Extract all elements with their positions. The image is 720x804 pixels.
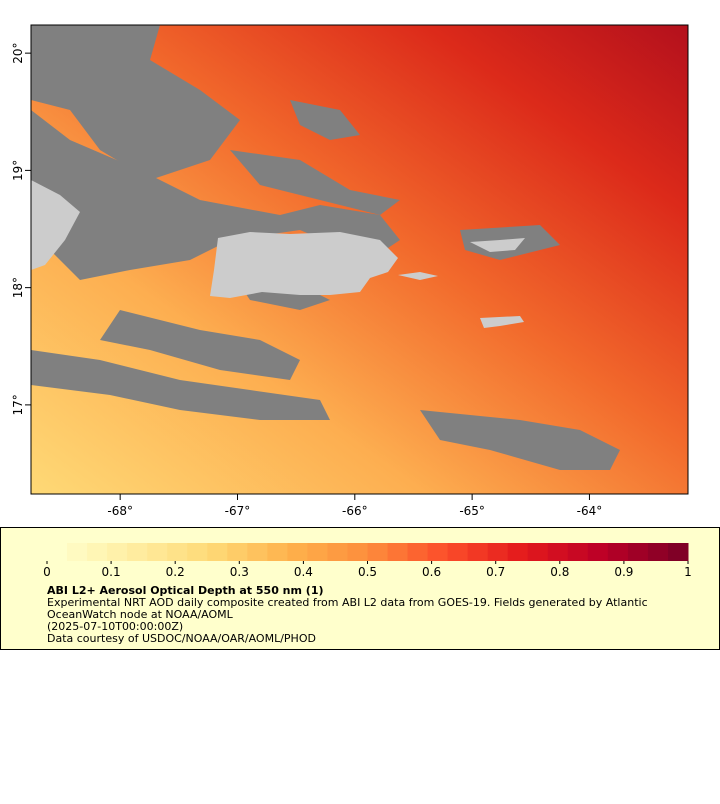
colorbar-tick-label: 1 <box>684 565 692 579</box>
colorbar-swatch <box>387 543 409 561</box>
colorbar-tick-label: 0.3 <box>230 565 249 579</box>
colorbar-swatch <box>167 543 188 561</box>
colorbar-swatch <box>187 543 208 561</box>
colorbar-swatch <box>447 543 469 561</box>
colorbar-swatch <box>467 543 489 561</box>
y-tick-label: 17° <box>11 394 25 415</box>
colorbar-swatch <box>667 543 689 561</box>
map-frame <box>30 24 689 495</box>
colorbar-swatch <box>487 543 509 561</box>
legend-line: OceanWatch node at NOAA/AOML <box>47 608 234 621</box>
colorbar-swatch <box>47 543 68 561</box>
colorbar-swatch <box>647 543 669 561</box>
colorbar-swatch <box>427 543 449 561</box>
colorbar-swatch <box>207 543 228 561</box>
colorbar-swatch <box>287 543 308 561</box>
colorbar-swatch <box>307 543 328 561</box>
colorbar-tick-label: 0.6 <box>422 565 441 579</box>
x-tick-label: -66° <box>342 504 368 518</box>
colorbar-swatch <box>587 543 609 561</box>
x-tick-label: -64° <box>577 504 603 518</box>
colorbar-tick-label: 0.8 <box>550 565 569 579</box>
colorbar-swatch <box>247 543 268 561</box>
colorbar-swatch <box>107 543 128 561</box>
colorbar-swatch <box>67 543 88 561</box>
colorbar-tick-label: 0.5 <box>358 565 377 579</box>
colorbar-swatch <box>507 543 529 561</box>
colorbar-swatch <box>407 543 429 561</box>
colorbar-swatch <box>327 543 348 561</box>
legend-line: (2025-07-10T00:00:00Z) <box>47 620 183 633</box>
map-raster <box>31 25 688 494</box>
colorbar-swatch <box>527 543 549 561</box>
colorbar-swatch <box>127 543 148 561</box>
y-tick-label: 19° <box>11 160 25 181</box>
colorbar: 0 0.1 0.2 0.3 0.4 0.5 0.6 0.7 0.8 0.9 1 <box>43 543 692 579</box>
legend-title: ABI L2+ Aerosol Optical Depth at 550 nm … <box>47 584 324 597</box>
colorbar-tick-label: 0.4 <box>294 565 313 579</box>
y-tick-label: 18° <box>11 277 25 298</box>
colorbar-swatch <box>267 543 288 561</box>
legend-line: Data courtesy of USDOC/NOAA/OAR/AOML/PHO… <box>47 632 316 645</box>
colorbar-swatch <box>367 543 389 561</box>
colorbar-tick-label: 0.1 <box>102 565 121 579</box>
x-tick-label: -67° <box>225 504 251 518</box>
legend-line: Experimental NRT AOD daily composite cre… <box>47 596 648 609</box>
colorbar-tick-label: 0.2 <box>166 565 185 579</box>
colorbar-tick-label: 0 <box>43 565 51 579</box>
colorbar-swatch <box>227 543 248 561</box>
colorbar-swatch <box>547 543 569 561</box>
x-tick-label: -68° <box>107 504 133 518</box>
x-tick-label: -65° <box>459 504 485 518</box>
colorbar-swatch <box>567 543 589 561</box>
axes: -68° -67° -66° -65° -64° 17° 18° 19° 20° <box>11 42 602 518</box>
y-tick-label: 20° <box>11 42 25 63</box>
colorbar-swatch <box>87 543 108 561</box>
colorbar-swatch <box>147 543 168 561</box>
colorbar-swatch <box>627 543 649 561</box>
colorbar-tick-label: 0.7 <box>486 565 505 579</box>
colorbar-swatch <box>347 543 368 561</box>
colorbar-tick-label: 0.9 <box>614 565 633 579</box>
colorbar-swatch <box>607 543 629 561</box>
